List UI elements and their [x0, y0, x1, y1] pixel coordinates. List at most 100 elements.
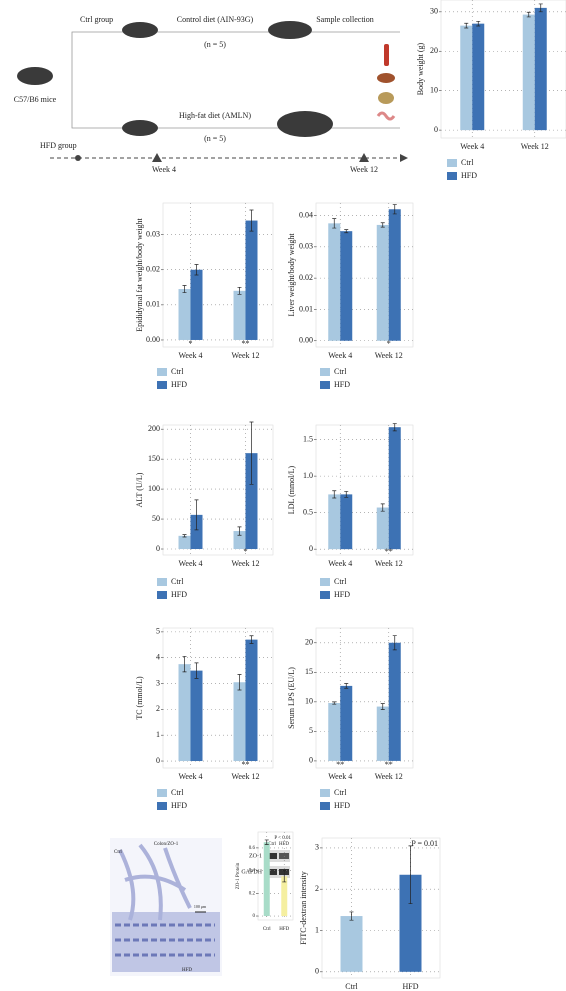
legend-label: HFD: [171, 801, 187, 810]
bar: [245, 639, 258, 762]
legend-label: HFD: [171, 380, 187, 389]
error-bar: [349, 911, 354, 921]
y-tick-label: 4: [156, 653, 160, 662]
error-bar: [237, 526, 242, 536]
label: HFD: [182, 968, 192, 973]
error-bar: [464, 22, 469, 29]
chart: 0 1 2 3 FITC-dextran intensity Ctrl HFD P = 0.0…: [299, 837, 441, 991]
legend-label: HFD: [334, 590, 350, 599]
y-tick-label: 10: [305, 697, 313, 706]
week-marker: [359, 153, 369, 162]
y-tick-label: 0.6: [249, 846, 256, 851]
legend-label: Ctrl: [461, 158, 474, 167]
y-tick-label: 0.02: [146, 265, 160, 274]
x-tick-label: Week 12: [375, 772, 403, 781]
bar: [376, 224, 389, 341]
legend-swatch: [320, 368, 330, 376]
legend-swatch: [320, 789, 330, 797]
x-tick-label: Week 12: [521, 142, 549, 151]
y-tick-label: 1.5: [303, 434, 313, 443]
label: Colon/ZO-1: [154, 842, 179, 847]
error-bar: [380, 703, 385, 710]
label: Sample collection: [316, 15, 374, 24]
y-tick-label: 15: [305, 667, 313, 676]
tube-icon: [384, 44, 389, 66]
bar: [190, 670, 203, 762]
y-tick-label: 0: [156, 756, 160, 765]
y-tick-label: 0: [253, 914, 256, 919]
y-tick-label: 2: [156, 704, 160, 713]
legend-label: Ctrl: [171, 367, 184, 376]
chart: 0 0.5 1.0 1.5 LDL (mmol/L) Week 4 Week 12 ** Ctr…: [287, 423, 414, 599]
error-bar: [476, 20, 481, 27]
bar: [340, 916, 363, 972]
y-axis-label: ZO-1 Protein: [236, 862, 241, 889]
liver-icon: [377, 73, 395, 83]
plot-area: [162, 202, 274, 348]
y-tick-label: 1: [156, 730, 160, 739]
histology: 100 μm Colon/ZO-1 Ctrl HFD: [110, 838, 222, 976]
legend-swatch: [157, 368, 167, 376]
bar: [328, 703, 341, 761]
plot-area: [257, 831, 294, 921]
fat-icon: [378, 92, 394, 104]
error-bar: [392, 635, 397, 651]
y-axis-label: Serum LPS (EU/L): [287, 667, 296, 729]
y-tick-label: 0: [156, 544, 160, 553]
label: Control diet (AIN-93G): [177, 15, 254, 24]
legend-swatch: [447, 172, 457, 180]
y-axis-label: Liver weight/body weight: [287, 233, 296, 317]
error-bar: [408, 845, 413, 905]
bar: [388, 642, 401, 761]
plot-area: [440, 0, 566, 139]
label: ZO-1: [249, 853, 262, 859]
legend-label: Ctrl: [334, 577, 347, 586]
bar: [534, 7, 547, 131]
y-tick-label: 0.01: [299, 304, 313, 313]
mouse: [122, 120, 158, 136]
mouse: [277, 111, 333, 137]
significance: *: [244, 547, 248, 556]
error-bar: [392, 204, 397, 215]
x-tick-label: Week 4: [178, 559, 202, 568]
label: Ctrl group: [80, 15, 113, 24]
y-tick-label: 0.01: [146, 300, 160, 309]
error-bar: [249, 635, 254, 644]
y-tick-label: 0.02: [299, 273, 313, 282]
error-bar: [344, 229, 349, 234]
x-tick-label: HFD: [279, 927, 289, 932]
week-marker: [152, 153, 162, 162]
legend-swatch: [447, 159, 457, 167]
bar: [178, 535, 191, 550]
y-axis-label: ALT (U/L): [135, 472, 144, 507]
y-tick-label: 10: [430, 86, 438, 95]
bar: [472, 23, 485, 131]
timeline-arrow: [400, 154, 408, 162]
bar: [281, 876, 288, 917]
label: (n = 5): [204, 134, 226, 143]
hfd-branch: [71, 76, 400, 129]
bar: [340, 494, 353, 550]
tissue: [115, 923, 215, 957]
error-bar: [344, 683, 349, 689]
mouse: [268, 21, 312, 39]
plot-area: [315, 627, 414, 769]
x-tick-label: Week 12: [231, 772, 259, 781]
x-tick-label: Week 4: [460, 142, 484, 151]
significance: **: [385, 547, 393, 556]
label: GAPDH: [241, 869, 262, 875]
y-tick-label: 3: [156, 678, 160, 687]
bar: [460, 25, 473, 131]
label: High-fat diet (AMLN): [179, 111, 251, 120]
significance: *: [387, 339, 391, 348]
label: Ctrl: [268, 842, 276, 847]
bar: [388, 209, 401, 341]
legend-label: HFD: [171, 590, 187, 599]
error-bar: [332, 701, 337, 705]
annotation: P = 0.01: [411, 839, 438, 848]
legend-label: HFD: [334, 801, 350, 810]
error-bar: [332, 490, 337, 499]
error-bar: [282, 870, 287, 883]
y-tick-label: 0.03: [299, 242, 313, 251]
